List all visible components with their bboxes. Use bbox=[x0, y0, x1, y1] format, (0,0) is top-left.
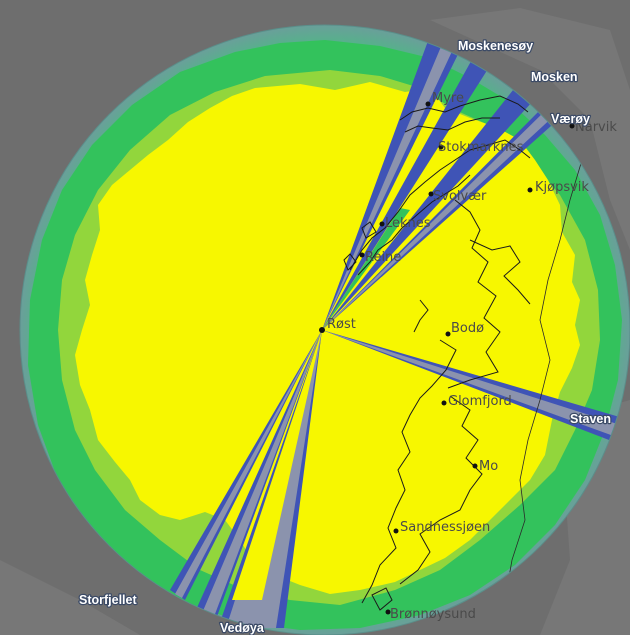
storfjellet-label: Storfjellet bbox=[79, 593, 137, 607]
narvik-label: Narvik bbox=[575, 120, 617, 135]
svolvaer-marker bbox=[428, 191, 434, 197]
mosken-halo: Mosken bbox=[531, 70, 578, 84]
sandnessjoen-label: Sandnessjøen bbox=[400, 520, 490, 535]
kjopsvik-marker bbox=[527, 187, 533, 193]
moskenesoy-label: Moskenesøy bbox=[458, 39, 533, 53]
svolvaer-label: Svolvær bbox=[433, 189, 487, 204]
stokmarknes-marker bbox=[438, 144, 444, 150]
staven-label: Staven bbox=[570, 412, 611, 426]
vaeroy-label: Værøy bbox=[551, 112, 590, 126]
bodo-label: Bodø bbox=[451, 321, 484, 336]
bronnoysund-marker bbox=[385, 609, 391, 615]
leknes-label: Leknes bbox=[385, 216, 431, 231]
vedoya-halo: Vedøya bbox=[220, 621, 265, 635]
coastline bbox=[343, 95, 531, 611]
reine-marker bbox=[359, 252, 365, 258]
vaeroy-halo: Værøy bbox=[551, 112, 590, 126]
vedoya-label: Vedøya bbox=[220, 621, 265, 635]
coverage-outline bbox=[19, 24, 630, 635]
national-border bbox=[504, 149, 586, 601]
mosken-label: Mosken bbox=[531, 70, 578, 84]
moskenesoy-halo: Moskenesøy bbox=[458, 39, 533, 53]
narvik-marker bbox=[569, 123, 575, 129]
kjopsvik-label: Kjøpsvik bbox=[535, 180, 589, 195]
myre-label: Myre bbox=[432, 91, 464, 106]
storfjellet-halo: Storfjellet bbox=[79, 593, 137, 607]
sandnessjoen-marker bbox=[393, 528, 399, 534]
glomfjord-marker bbox=[441, 400, 447, 406]
myre-marker bbox=[425, 101, 431, 107]
reine-label: Reine bbox=[365, 250, 401, 265]
bodo-marker bbox=[445, 331, 451, 337]
outside-terrain bbox=[0, 8, 630, 635]
town-markers: Myre Stokmarknes Svolvær Kjøpsvik Leknes… bbox=[319, 91, 617, 622]
radar-site-labels: Moskenesøy Moskenesøy Mosken Mosken Værø… bbox=[78, 38, 612, 635]
staven-halo: Staven bbox=[570, 412, 611, 426]
mo-label: Mo bbox=[479, 459, 498, 474]
rost-marker bbox=[319, 327, 325, 333]
rost-label: Røst bbox=[327, 317, 356, 332]
stokmarknes-label: Stokmarknes bbox=[438, 140, 524, 155]
glomfjord-label: Glomfjord bbox=[448, 394, 512, 409]
leknes-marker bbox=[379, 221, 385, 227]
bronnoysund-label: Brønnøysund bbox=[390, 607, 476, 622]
mo-marker bbox=[472, 463, 478, 469]
